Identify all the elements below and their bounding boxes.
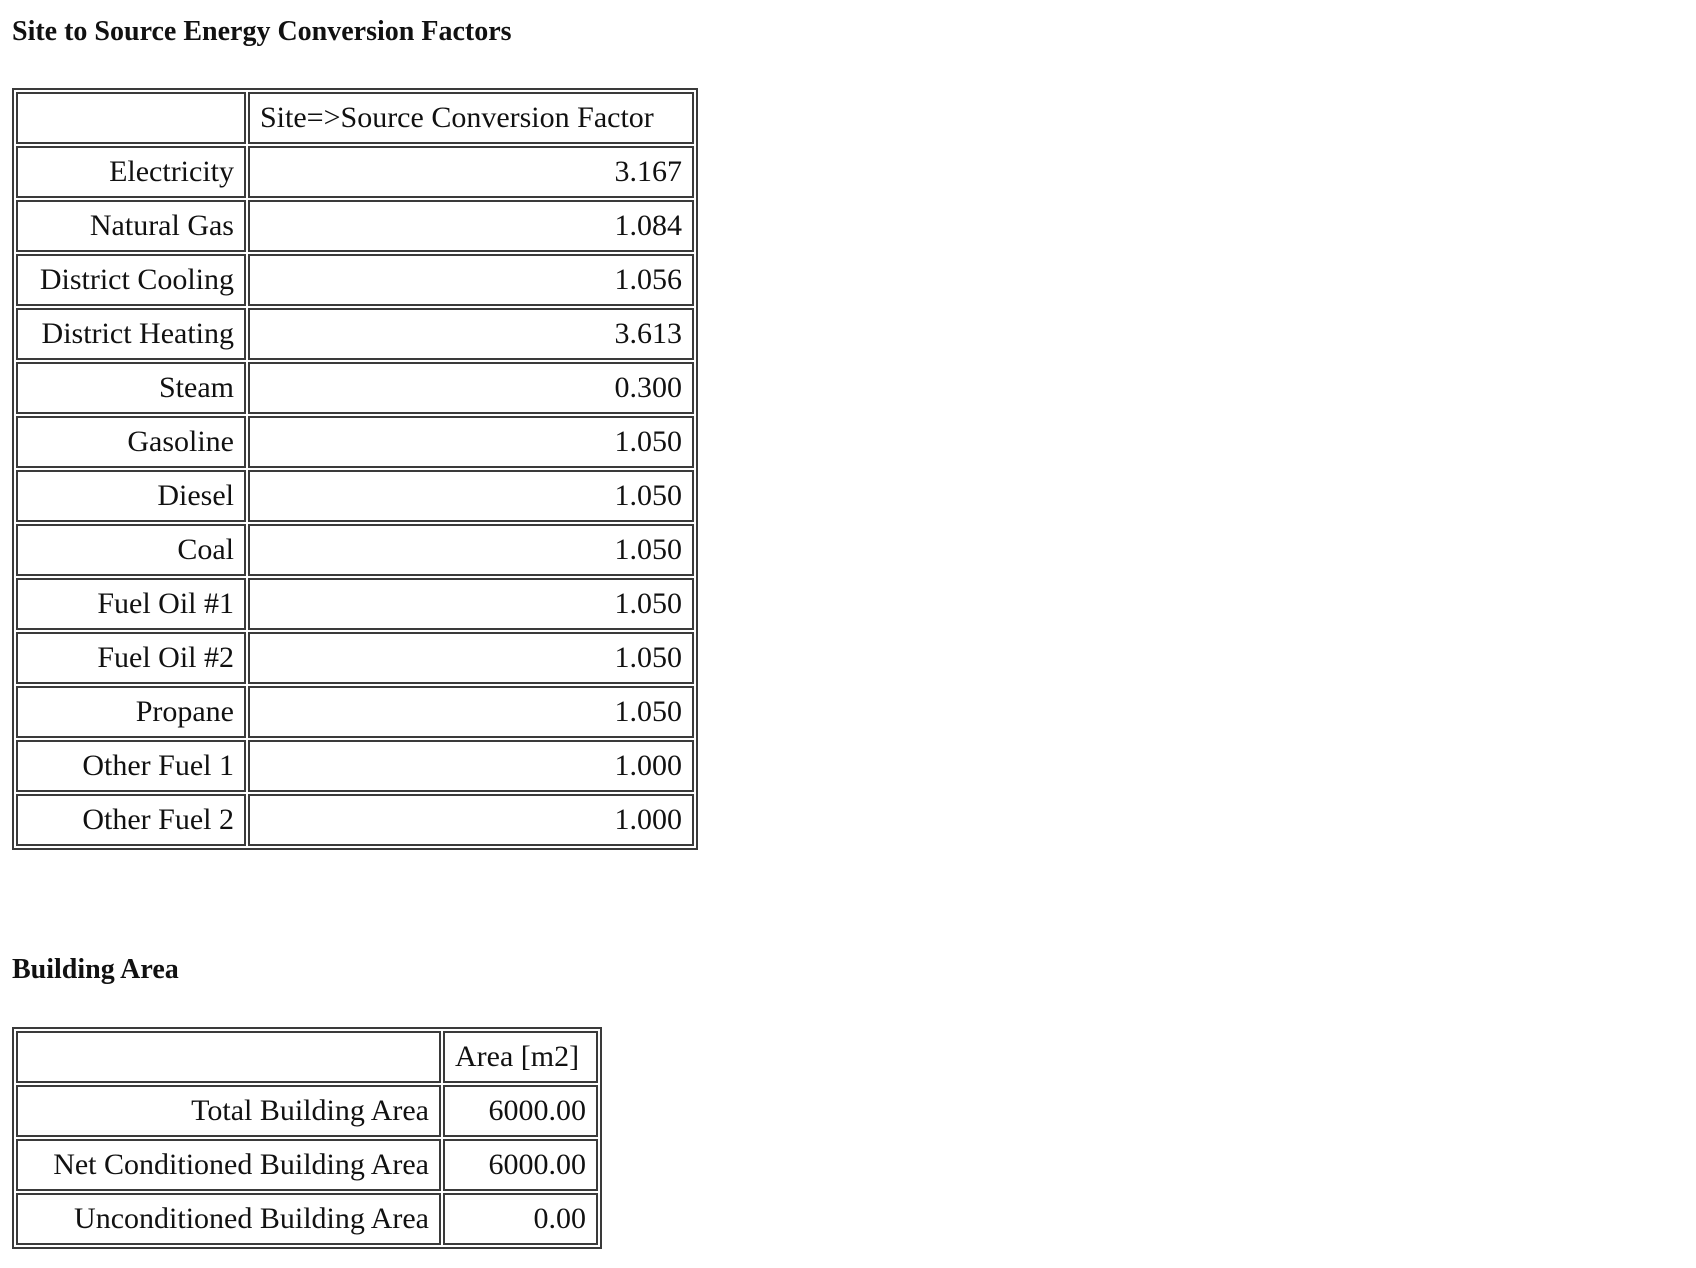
row-label: Fuel Oil #2 (16, 632, 246, 684)
row-label: Other Fuel 2 (16, 794, 246, 846)
table-row: Propane 1.050 (16, 686, 694, 738)
conversion-factors-title: Site to Source Energy Conversion Factors (12, 16, 512, 47)
table-row: District Heating 3.613 (16, 308, 694, 360)
table-row: Electricity 3.167 (16, 146, 694, 198)
row-value: 6000.00 (443, 1139, 598, 1191)
row-value: 1.050 (248, 632, 694, 684)
row-value: 0.00 (443, 1193, 598, 1245)
table-row: Steam 0.300 (16, 362, 694, 414)
empty-corner-cell (16, 92, 246, 144)
building-area-title: Building Area (12, 954, 179, 985)
row-value: 1.050 (248, 686, 694, 738)
table-row: Fuel Oil #2 1.050 (16, 632, 694, 684)
row-value: 0.300 (248, 362, 694, 414)
row-label: District Cooling (16, 254, 246, 306)
row-label: Coal (16, 524, 246, 576)
row-value: 1.056 (248, 254, 694, 306)
row-value: 3.167 (248, 146, 694, 198)
table-row: Other Fuel 1 1.000 (16, 740, 694, 792)
row-label: Other Fuel 1 (16, 740, 246, 792)
row-value: 1.000 (248, 794, 694, 846)
column-header: Site=>Source Conversion Factor (248, 92, 694, 144)
table-row: Gasoline 1.050 (16, 416, 694, 468)
row-label: Unconditioned Building Area (16, 1193, 441, 1245)
row-label: Gasoline (16, 416, 246, 468)
table-row: Unconditioned Building Area 0.00 (16, 1193, 598, 1245)
conversion-factors-table: Site=>Source Conversion Factor Electrici… (12, 88, 698, 850)
row-value: 1.050 (248, 416, 694, 468)
table-row: Total Building Area 6000.00 (16, 1085, 598, 1137)
table-header-row: Area [m2] (16, 1031, 598, 1083)
table-row: Other Fuel 2 1.000 (16, 794, 694, 846)
row-label: Natural Gas (16, 200, 246, 252)
row-label: Propane (16, 686, 246, 738)
table-header-row: Site=>Source Conversion Factor (16, 92, 694, 144)
table-row: Diesel 1.050 (16, 470, 694, 522)
empty-corner-cell (16, 1031, 441, 1083)
row-value: 1.050 (248, 470, 694, 522)
row-label: District Heating (16, 308, 246, 360)
row-label: Fuel Oil #1 (16, 578, 246, 630)
table-row: Natural Gas 1.084 (16, 200, 694, 252)
row-value: 3.613 (248, 308, 694, 360)
row-label: Steam (16, 362, 246, 414)
table-row: District Cooling 1.056 (16, 254, 694, 306)
row-label: Electricity (16, 146, 246, 198)
building-area-table: Area [m2] Total Building Area 6000.00 Ne… (12, 1027, 602, 1249)
row-value: 1.050 (248, 578, 694, 630)
row-label: Diesel (16, 470, 246, 522)
row-value: 6000.00 (443, 1085, 598, 1137)
row-value: 1.084 (248, 200, 694, 252)
row-value: 1.000 (248, 740, 694, 792)
table-row: Coal 1.050 (16, 524, 694, 576)
row-label: Net Conditioned Building Area (16, 1139, 441, 1191)
row-label: Total Building Area (16, 1085, 441, 1137)
table-row: Fuel Oil #1 1.050 (16, 578, 694, 630)
row-value: 1.050 (248, 524, 694, 576)
table-row: Net Conditioned Building Area 6000.00 (16, 1139, 598, 1191)
column-header: Area [m2] (443, 1031, 598, 1083)
